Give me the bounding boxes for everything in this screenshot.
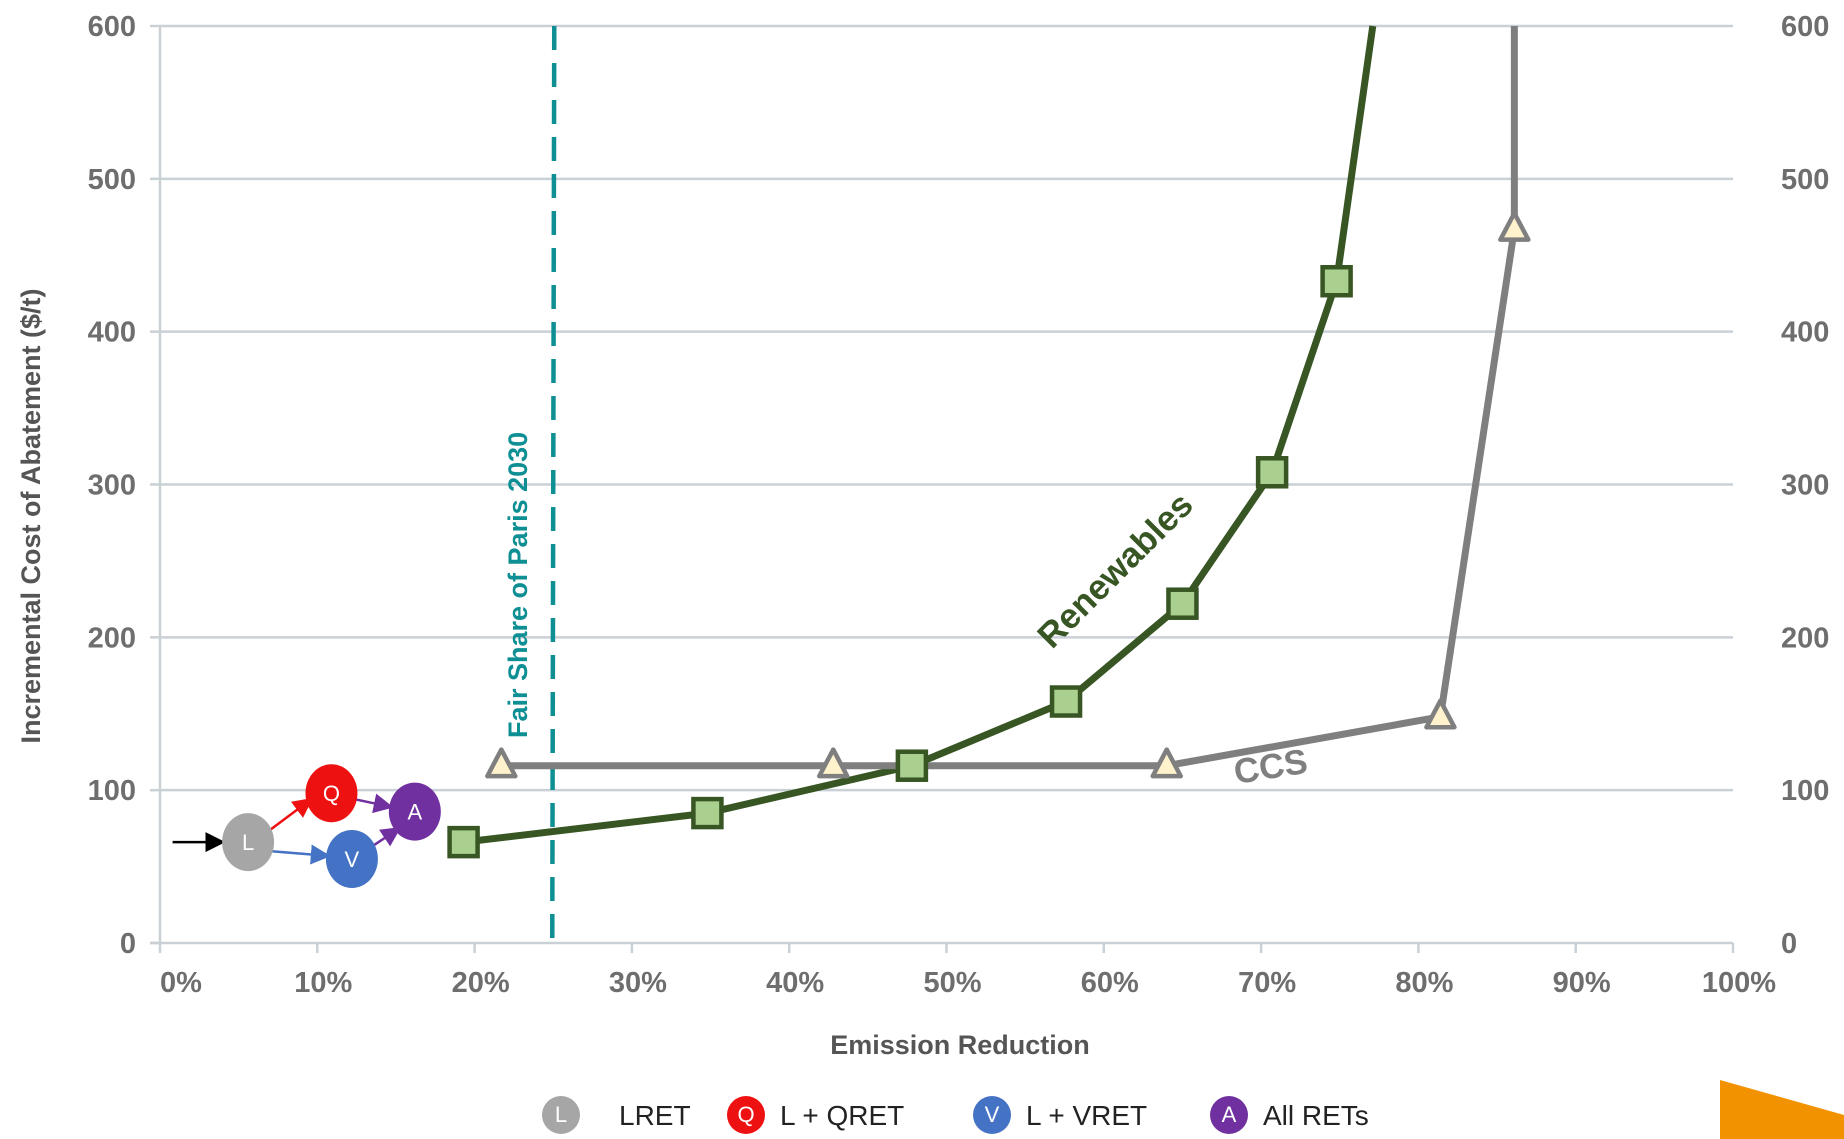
y-tick-labels-right: 0 100 200 300 400 500 600: [1781, 11, 1829, 960]
series-line-ccs: [501, 26, 1518, 770]
reference-line-label: Fair Share of Paris 2030: [503, 432, 533, 738]
y-tick-label: 600: [88, 11, 136, 43]
x-tick-label: 0%: [160, 967, 202, 999]
x-tick-label: 40%: [766, 967, 824, 999]
y-tick-label-right: 400: [1781, 317, 1829, 349]
data-point-ccs: [1498, 210, 1531, 242]
legend: L LRET Q L + QRET V L + VRET A All RETs: [542, 1096, 1369, 1134]
scenario-marker-v-letter: V: [345, 847, 360, 872]
legend-label: L + QRET: [780, 1100, 904, 1131]
y-tick-label-right: 600: [1781, 11, 1829, 43]
data-point-renewables: [691, 796, 724, 830]
scenario-arrow: [271, 844, 331, 865]
data-point-renewables: [1049, 685, 1083, 718]
x-tick-label: 60%: [1081, 967, 1139, 999]
data-point-renewables: [1320, 264, 1353, 298]
scenario-arrow: [269, 797, 314, 831]
scenario-arrow: [373, 826, 402, 847]
scenario-marker-a: [388, 782, 441, 841]
data-point-renewables: [895, 749, 929, 782]
scenario-marker-l: [222, 813, 275, 872]
data-point-renewables: [447, 825, 480, 859]
y-axis-title: Incremental Cost of Abatement ($/t): [16, 288, 46, 743]
legend-swatch-letter: L: [555, 1102, 567, 1127]
data-point-renewables: [1255, 456, 1289, 489]
gridlines: [160, 24, 1733, 792]
legend-swatch-letter: Q: [737, 1102, 754, 1127]
y-tick-label: 300: [88, 470, 136, 502]
data-point-ccs: [1150, 747, 1183, 779]
scenario-marker-l-letter: L: [242, 830, 254, 855]
y-tick-label: 200: [88, 622, 136, 654]
legend-swatch-v: [973, 1096, 1011, 1134]
reference-line-group: Fair Share of Paris 2030: [503, 25, 557, 944]
y-tick-label: 400: [88, 317, 136, 349]
x-tick-label: 80%: [1395, 967, 1453, 999]
data-point-renewables: [1166, 587, 1199, 620]
axes: [150, 24, 1735, 953]
x-tick-label: 10%: [294, 967, 352, 999]
series-label-renewables: Renewables: [1030, 485, 1201, 656]
y-tick-label: 500: [88, 164, 136, 196]
y-tick-label: 0: [120, 928, 136, 960]
reference-line: [550, 25, 557, 944]
y-tick-label-right: 0: [1781, 928, 1797, 960]
y-tick-labels: 0 100 200 300 400 500 600: [88, 11, 136, 960]
scenario-marker-v: [325, 829, 378, 888]
x-tick-label: 100%: [1702, 967, 1776, 999]
y-tick-label-right: 500: [1781, 164, 1829, 196]
y-tick-label-right: 100: [1781, 775, 1829, 807]
legend-label: All RETs: [1263, 1100, 1369, 1131]
legend-label: LRET: [619, 1100, 691, 1131]
y-tick-label-right: 200: [1781, 622, 1829, 654]
x-tick-label: 90%: [1553, 967, 1611, 999]
legend-swatch-l: [542, 1096, 580, 1134]
legend-swatch-a: [1210, 1096, 1248, 1134]
x-tick-labels: 0% 10% 20% 30% 40% 50% 60% 70% 80% 90% 100%: [160, 967, 1776, 999]
legend-label: L + VRET: [1026, 1100, 1147, 1131]
x-tick-label: 70%: [1238, 967, 1296, 999]
x-axis-title: Emission Reduction: [830, 1030, 1090, 1060]
corner-decoration: [1720, 1080, 1844, 1139]
series-line-renewables: [463, 25, 1377, 846]
x-tick-label: 20%: [452, 967, 510, 999]
x-tick-label: 50%: [923, 967, 981, 999]
legend-swatch-letter: A: [1222, 1102, 1237, 1127]
scenario-markers: L Q V A: [172, 764, 441, 888]
scenario-arrow: [354, 793, 394, 814]
scenario-marker-a-letter: A: [407, 800, 422, 825]
scenario-marker-q: [305, 764, 358, 823]
legend-swatch-q: [727, 1096, 765, 1134]
scenario-marker-q-letter: Q: [323, 781, 340, 806]
y-tick-label-right: 300: [1781, 470, 1829, 502]
data-point-ccs: [816, 747, 850, 779]
data-point-ccs: [1424, 698, 1457, 730]
legend-swatch-letter: V: [985, 1102, 1000, 1127]
data-point-ccs: [485, 747, 518, 779]
y-tick-label: 100: [88, 775, 136, 807]
x-tick-label: 30%: [609, 967, 667, 999]
